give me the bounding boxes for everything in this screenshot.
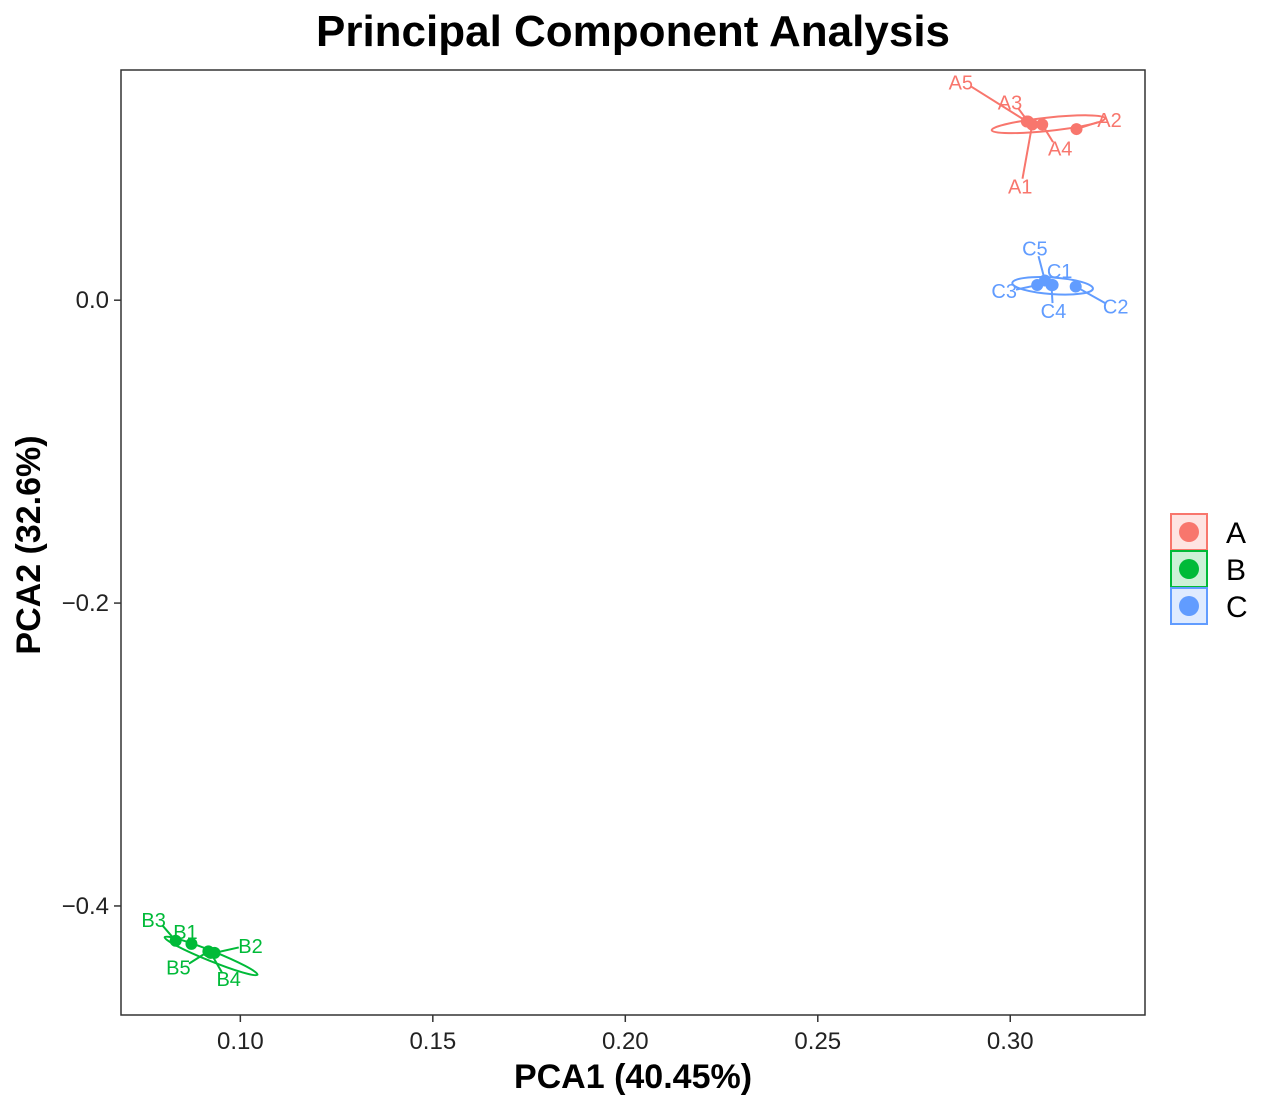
x-tick-label: 0.30 <box>987 1028 1034 1055</box>
point-label: C1 <box>1047 261 1073 283</box>
chart-title: Principal Component Analysis <box>316 7 950 56</box>
point-label: C2 <box>1103 297 1129 319</box>
point-label: C4 <box>1041 301 1067 323</box>
data-point <box>1070 123 1083 136</box>
legend-marker-B <box>1179 559 1199 579</box>
x-axis: 0.10 0.15 0.20 0.25 0.30 <box>217 1015 1034 1055</box>
data-point <box>1020 115 1033 128</box>
data-point <box>202 945 215 958</box>
x-axis-title: PCA1 (40.45%) <box>514 1058 752 1096</box>
legend-label-A: A <box>1226 517 1246 550</box>
series-C: C1 C2 C3 C4 C5 <box>991 239 1128 324</box>
data-point <box>1038 274 1051 287</box>
point-label: B3 <box>141 910 165 932</box>
point-label: A5 <box>949 72 973 94</box>
x-tick-label: 0.20 <box>602 1028 649 1055</box>
point-label: B2 <box>238 936 262 958</box>
point-label: A1 <box>1008 177 1032 199</box>
data-point <box>1069 280 1082 293</box>
y-axis-title: PCA2 (32.6%) <box>10 435 48 654</box>
point-label: B5 <box>166 957 190 979</box>
point-label: A3 <box>998 92 1022 114</box>
point-label: C5 <box>1022 239 1048 261</box>
data-point <box>1036 118 1049 131</box>
legend-marker-A <box>1179 522 1199 542</box>
y-tick-label: −0.2 <box>62 590 109 617</box>
legend-label-C: C <box>1226 591 1248 624</box>
legend-marker-C <box>1179 596 1199 616</box>
point-label: A4 <box>1048 139 1072 161</box>
legend-label-B: B <box>1226 554 1246 587</box>
data-point <box>185 937 198 950</box>
x-tick-label: 0.25 <box>794 1028 841 1055</box>
y-tick-label: −0.4 <box>62 893 109 920</box>
series-A: A1 A2 A3 A4 A5 <box>949 72 1122 198</box>
y-axis: 0.0 −0.2 −0.4 <box>62 287 121 920</box>
point-label: A2 <box>1097 110 1121 132</box>
y-tick-label: 0.0 <box>76 287 109 314</box>
point-label: C3 <box>991 281 1017 303</box>
point-label: B4 <box>216 969 240 991</box>
legend: ABC <box>1170 513 1248 625</box>
x-tick-label: 0.15 <box>409 1028 456 1055</box>
label-leader-line <box>970 85 1028 123</box>
data-point <box>169 934 182 947</box>
confidence-ellipse-A <box>990 114 1107 135</box>
plot-border <box>120 69 1146 1016</box>
x-tick-label: 0.10 <box>217 1028 264 1055</box>
label-leader-line <box>1021 124 1034 179</box>
